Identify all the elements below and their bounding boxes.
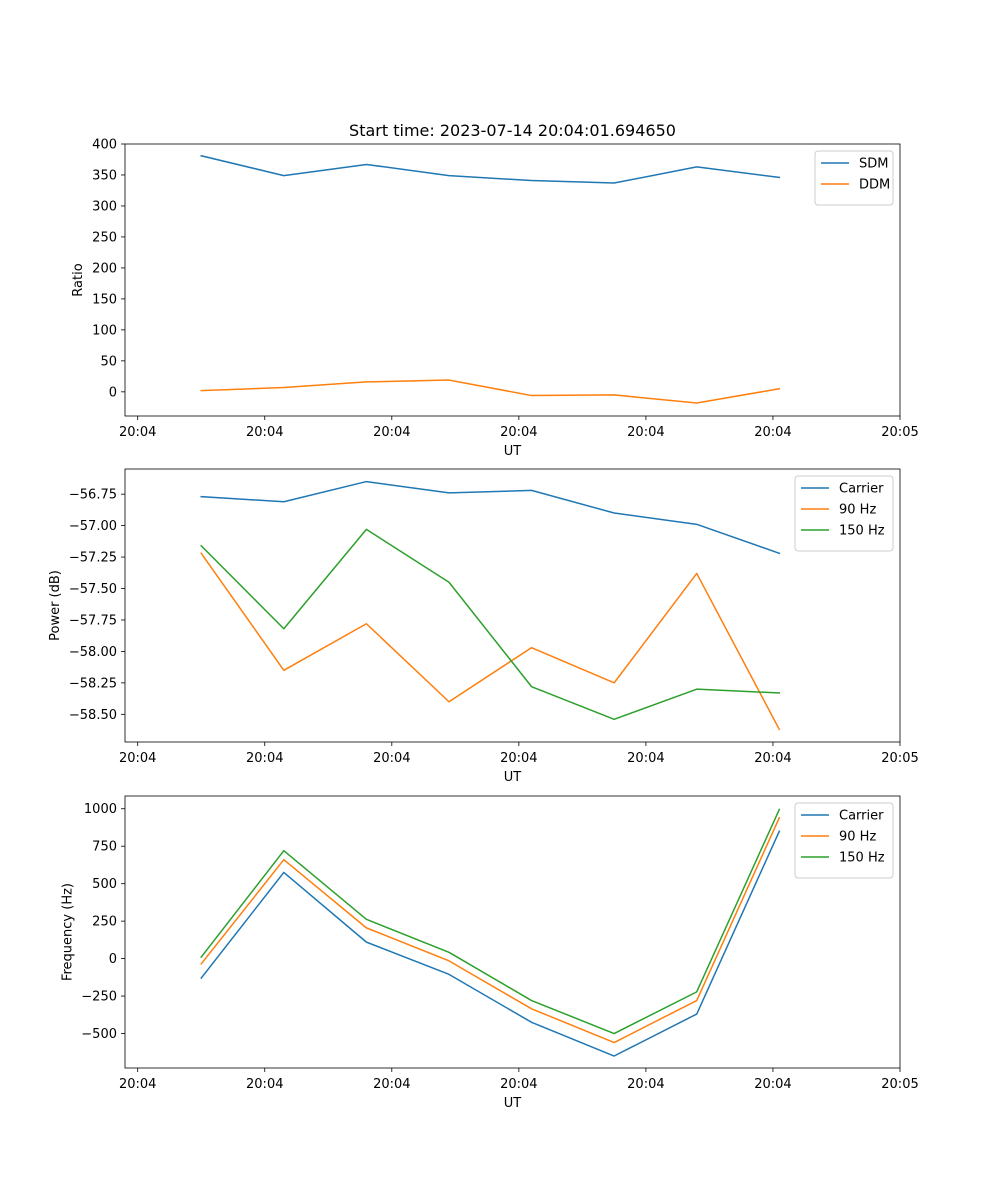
legend-label: Carrier [839,809,884,824]
y-tick-label: 350 [92,168,117,183]
legend-box [794,475,894,552]
y-tick-label: −56.75 [69,488,117,503]
y-tick-label: 100 [92,323,117,338]
y-tick-label: 400 [92,138,117,153]
x-tick-label: 20:04 [627,1077,664,1092]
series-line-90-hz [200,552,781,731]
axes-frame [124,143,901,417]
x-axis-label: UT [504,770,522,785]
x-axis-label: UT [504,1096,522,1111]
y-tick-label: 0 [109,385,117,400]
y-axis-label: Power (dB) [48,570,63,641]
x-tick-label: 20:05 [881,751,918,766]
x-tick-label: 20:04 [500,1077,537,1092]
y-tick-label: −57.25 [69,551,117,566]
x-tick-label: 20:04 [500,425,537,440]
x-tick-label: 20:05 [881,1077,918,1092]
x-tick-label: 20:04 [373,751,410,766]
y-tick-label: 750 [92,840,117,855]
series-line-90-hz [200,816,781,1044]
series-line-150-hz [200,528,781,721]
x-tick-label: 20:04 [119,425,156,440]
y-tick-label: 500 [92,877,117,892]
y-axis-label: Frequency (Hz) [60,883,75,981]
x-tick-label: 20:04 [373,425,410,440]
series-line-carrier [200,830,781,1057]
x-tick-label: 20:04 [754,425,791,440]
x-tick-label: 20:04 [754,751,791,766]
chart-title: Start time: 2023-07-14 20:04:01.694650 [349,121,676,140]
x-tick-label: 20:04 [754,1077,791,1092]
y-tick-label: −250 [81,990,117,1005]
y-tick-label: −58.50 [69,708,117,723]
y-tick-label: −500 [81,1027,117,1042]
axes-frame [124,468,901,743]
x-tick-label: 20:04 [246,425,283,440]
series-line-carrier [200,480,781,555]
y-tick-label: −57.00 [69,519,117,534]
x-tick-label: 20:04 [246,751,283,766]
series-line-ddm [200,379,781,404]
y-tick-label: 0 [109,952,117,967]
y-tick-label: −57.50 [69,582,117,597]
axes-frame [124,795,901,1069]
legend-box [794,802,894,879]
y-tick-label: 300 [92,199,117,214]
x-axis-label: UT [504,444,522,459]
x-tick-label: 20:05 [881,425,918,440]
legend-label: DDM [859,178,890,193]
y-tick-label: 200 [92,261,117,276]
legend-label: 150 Hz [839,851,885,866]
legend-label: 90 Hz [839,503,876,518]
y-tick-label: 1000 [84,802,117,817]
legend-label: Carrier [839,482,884,497]
x-tick-label: 20:04 [119,751,156,766]
y-tick-label: −58.25 [69,676,117,691]
legend-label: 90 Hz [839,830,876,845]
y-tick-label: 250 [92,915,117,930]
x-tick-label: 20:04 [119,1077,156,1092]
x-tick-label: 20:04 [627,751,664,766]
y-tick-label: 150 [92,292,117,307]
y-tick-label: −58.00 [69,645,117,660]
series-line-sdm [200,154,781,184]
x-tick-label: 20:04 [500,751,537,766]
y-tick-label: 250 [92,230,117,245]
legend-label: SDM [859,157,888,172]
x-tick-label: 20:04 [246,1077,283,1092]
legend-label: 150 Hz [839,524,885,539]
series-line-150-hz [200,808,781,1035]
y-tick-label: −57.75 [69,613,117,628]
y-axis-label: Ratio [71,263,86,296]
x-tick-label: 20:04 [627,425,664,440]
x-tick-label: 20:04 [373,1077,410,1092]
legend-box [814,150,894,206]
y-tick-label: 50 [100,354,117,369]
